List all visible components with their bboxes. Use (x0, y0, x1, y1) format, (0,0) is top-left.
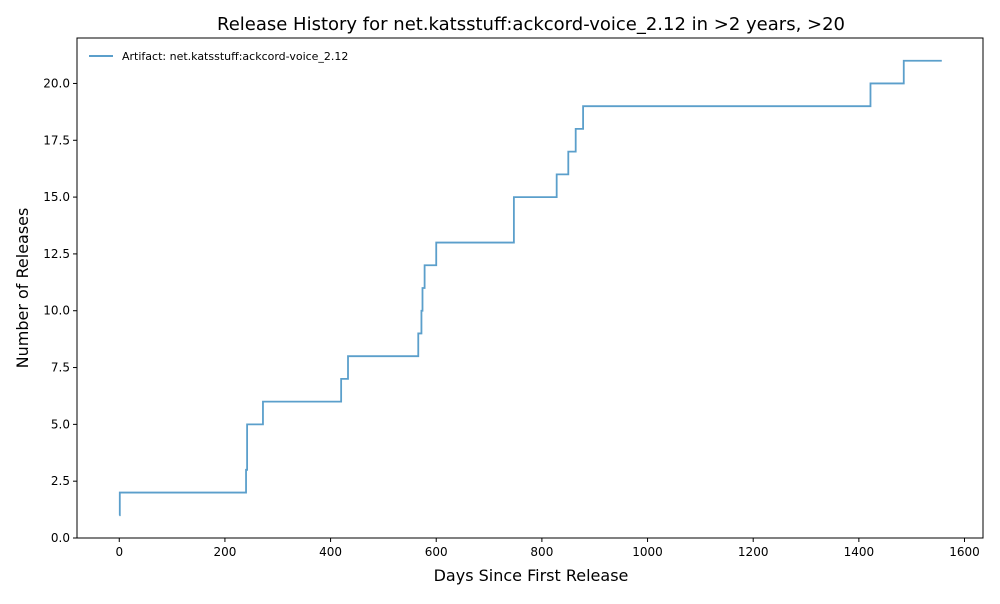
plot-frame (76, 37, 984, 539)
x-axis: 0 200 400 600 800 1000 1200 1400 1600 (115, 538, 980, 559)
y-tick-label: 2.5 (51, 474, 70, 488)
x-tick-label: 600 (425, 545, 448, 559)
y-tick-label: 10.0 (43, 304, 70, 318)
y-tick-label: 0.0 (51, 531, 70, 545)
series-line (118, 59, 942, 517)
legend-label: Artifact: net.katsstuff:ackcord-voice_2.… (122, 50, 348, 63)
x-axis-label: Days Since First Release (434, 566, 629, 585)
y-tick-label: 7.5 (51, 361, 70, 375)
chart-title: Release History for net.katsstuff:ackcor… (217, 14, 845, 35)
plot-area (118, 59, 942, 517)
x-tick-label: 1000 (632, 545, 663, 559)
x-tick-label: 1400 (844, 545, 875, 559)
y-tick-label: 15.0 (43, 190, 70, 204)
y-tick-label: 17.5 (43, 133, 70, 147)
x-tick-label: 1600 (949, 545, 980, 559)
legend-box (84, 44, 374, 68)
y-tick-label: 12.5 (43, 247, 70, 261)
x-tick-label: 400 (319, 545, 342, 559)
x-tick-label: 0 (115, 545, 123, 559)
y-axis: 0.0 2.5 5.0 7.5 10.0 12.5 15.0 17.5 20.0 (43, 76, 77, 545)
legend: Artifact: net.katsstuff:ackcord-voice_2.… (84, 44, 374, 68)
y-tick-label: 20.0 (43, 76, 70, 90)
x-tick-label: 1200 (738, 545, 769, 559)
y-axis-label: Number of Releases (13, 208, 32, 369)
x-tick-label: 800 (530, 545, 553, 559)
x-tick-label: 200 (213, 545, 236, 559)
y-tick-label: 5.0 (51, 417, 70, 431)
